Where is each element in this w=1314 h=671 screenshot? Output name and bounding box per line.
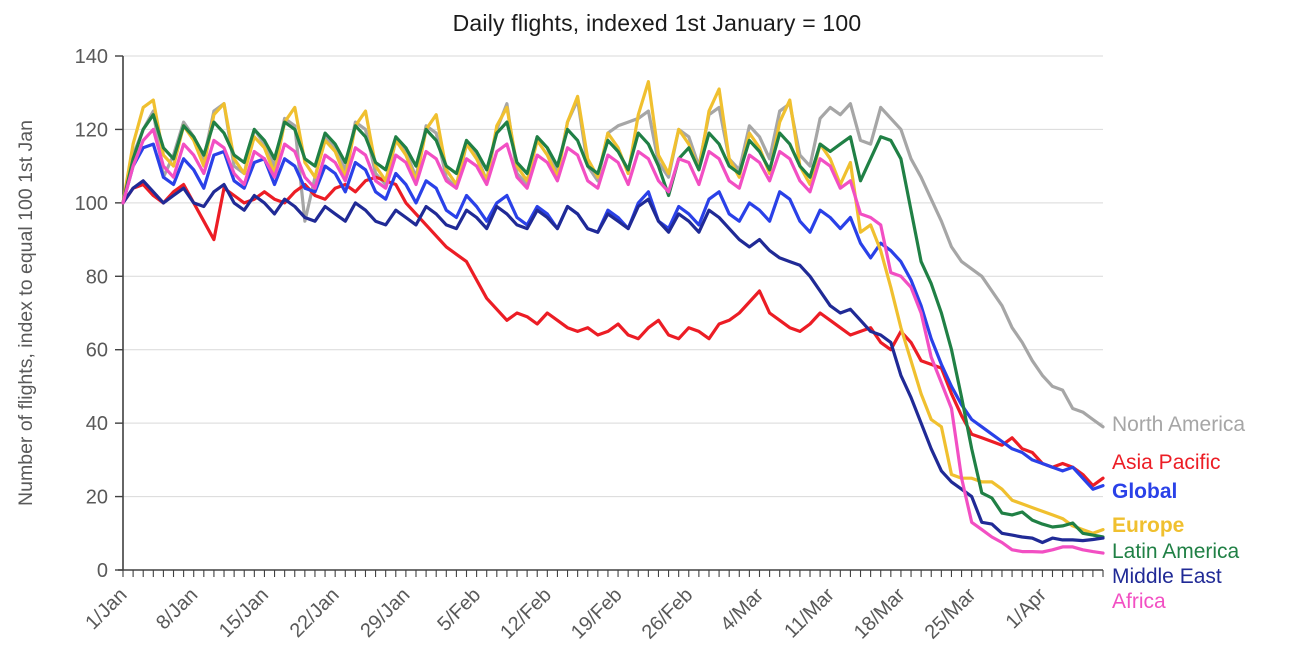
axes [115,55,1104,577]
series-line-global [121,142,1105,491]
x-tick-label: 15/Jan [215,584,273,642]
y-tick-label: 100 [75,193,108,215]
x-tick-label: 25/Mar [921,584,981,644]
y-tick-label: 60 [86,340,108,362]
x-tick-label: 1/Apr [1002,584,1052,634]
x-tick-label: 8/Jan [152,584,202,634]
x-tick-label: 4/Mar [716,584,768,636]
y-tick-label: 120 [75,119,108,141]
x-tick-label: 12/Feb [496,584,556,644]
x-tick-label: 1/Jan [81,584,131,634]
chart-title: Daily flights, indexed 1st January = 100 [452,10,862,36]
series-lines [121,80,1105,555]
y-tick-label: 80 [86,266,108,288]
x-tick-label: 11/Mar [780,584,839,643]
legend-global: Global [1112,480,1178,503]
legend-asia-pacific: Asia Pacific [1112,451,1221,474]
series-line-latin-america [121,113,1105,539]
x-tick-label: 26/Feb [638,584,698,644]
y-axis-tick-labels: 0 20 40 60 80 100 120 140 [75,46,108,582]
series-line-africa [121,127,1105,555]
x-axis-tick-labels: 1/Jan 8/Jan 15/Jan 22/Jan 29/Jan 5/Feb 12/Feb 1… [81,584,1051,644]
y-tick-label: 20 [86,487,108,509]
x-tick-label: 22/Jan [286,584,344,642]
x-tick-label: 29/Jan [356,584,414,642]
series-line-europe [121,80,1105,535]
legend-middle-east: Middle East [1112,565,1222,588]
legend-europe: Europe [1112,514,1185,537]
x-tick-label: 5/Feb [433,584,485,636]
legend-africa: Africa [1112,590,1166,613]
x-tick-label: 19/Feb [567,584,627,644]
x-tick-label: 18/Mar [850,584,910,644]
y-axis-title: Number of flights, index to equal 100 1s… [15,120,37,506]
y-tick-label: 40 [86,413,108,435]
y-tick-label: 0 [97,560,108,582]
legend-north-america: North America [1112,413,1246,436]
legend-latin-america: Latin America [1112,540,1240,563]
series-line-middle-east [121,179,1105,545]
y-tick-label: 140 [75,46,108,68]
